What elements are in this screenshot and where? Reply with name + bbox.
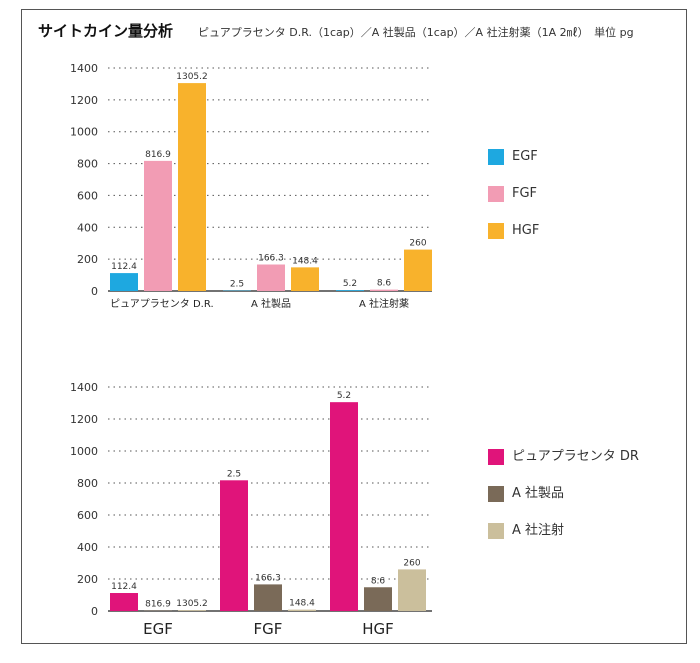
legend-swatch [488, 186, 504, 202]
bar [110, 593, 138, 611]
data-label: 112.4 [111, 582, 137, 592]
data-label: 8.6 [377, 279, 392, 289]
chart-frame [21, 9, 687, 644]
data-label: 166.3 [258, 254, 284, 264]
data-label: 166.3 [255, 573, 281, 583]
data-label: 5.2 [337, 391, 351, 401]
data-label: 2.5 [227, 469, 241, 479]
y-tick-label: 1200 [70, 413, 98, 426]
y-tick-label: 200 [77, 573, 98, 586]
y-tick-label: 400 [77, 541, 98, 554]
bar [398, 569, 426, 611]
y-tick-label: 800 [77, 477, 98, 490]
bar [220, 480, 248, 611]
y-tick-label: 1400 [70, 381, 98, 394]
chart-subtitle: ピュアプラセンタ D.R.（1cap）／A 社製品（1cap）／A 社注射薬（1… [198, 26, 634, 39]
bar [178, 610, 206, 611]
legend-label: ピュアプラセンタ DR [512, 449, 639, 464]
bar [404, 249, 432, 291]
legend-swatch [488, 449, 504, 465]
data-label: 112.4 [111, 262, 137, 272]
bar [370, 289, 398, 291]
legend-label: FGF [512, 186, 538, 201]
bar [257, 264, 285, 291]
page-title: サイトカイン量分析 [38, 22, 174, 40]
data-label: 148.4 [292, 256, 318, 266]
x-category-label: ピュアプラセンタ D.R. [110, 298, 214, 310]
data-label: 2.5 [230, 280, 244, 290]
x-category-label: A 社製品 [251, 297, 291, 310]
x-category-label: HGF [362, 620, 394, 638]
data-label: 816.9 [145, 150, 171, 160]
legend-label: A 社製品 [512, 486, 565, 501]
bar [291, 267, 319, 291]
bar [364, 587, 392, 611]
legend-swatch [488, 149, 504, 165]
bar [288, 609, 316, 611]
bar [336, 290, 364, 291]
legend-swatch [488, 223, 504, 239]
y-tick-label: 1400 [70, 62, 98, 75]
data-label: 148.4 [289, 599, 315, 609]
y-tick-label: 1000 [70, 445, 98, 458]
data-label: 8.6 [371, 576, 386, 586]
y-tick-label: 200 [77, 253, 98, 266]
legend-label: HGF [512, 223, 540, 238]
x-category-label: EGF [143, 620, 173, 638]
y-tick-label: 1200 [70, 94, 98, 107]
bar [178, 83, 206, 292]
legend-swatch [488, 486, 504, 502]
data-label: 260 [409, 239, 426, 249]
bar [110, 273, 138, 291]
y-tick-label: 1000 [70, 126, 98, 139]
data-label: 5.2 [343, 279, 357, 289]
legend-label: A 社注射 [512, 523, 565, 538]
bar [330, 402, 358, 611]
data-label: 1305.2 [176, 72, 208, 82]
y-tick-label: 600 [77, 509, 98, 522]
x-category-label: A 社注射薬 [359, 297, 409, 310]
y-tick-label: 0 [91, 605, 98, 618]
y-tick-label: 0 [91, 285, 98, 298]
data-label: 260 [403, 558, 420, 568]
bar [254, 584, 282, 611]
x-category-label: FGF [254, 620, 283, 638]
data-label: 1305.2 [176, 599, 208, 609]
y-tick-label: 800 [77, 158, 98, 171]
data-label: 816.9 [145, 600, 171, 610]
bar [144, 160, 172, 291]
y-tick-label: 400 [77, 221, 98, 234]
legend-label: EGF [512, 149, 538, 164]
legend-swatch [488, 523, 504, 539]
y-tick-label: 600 [77, 189, 98, 202]
